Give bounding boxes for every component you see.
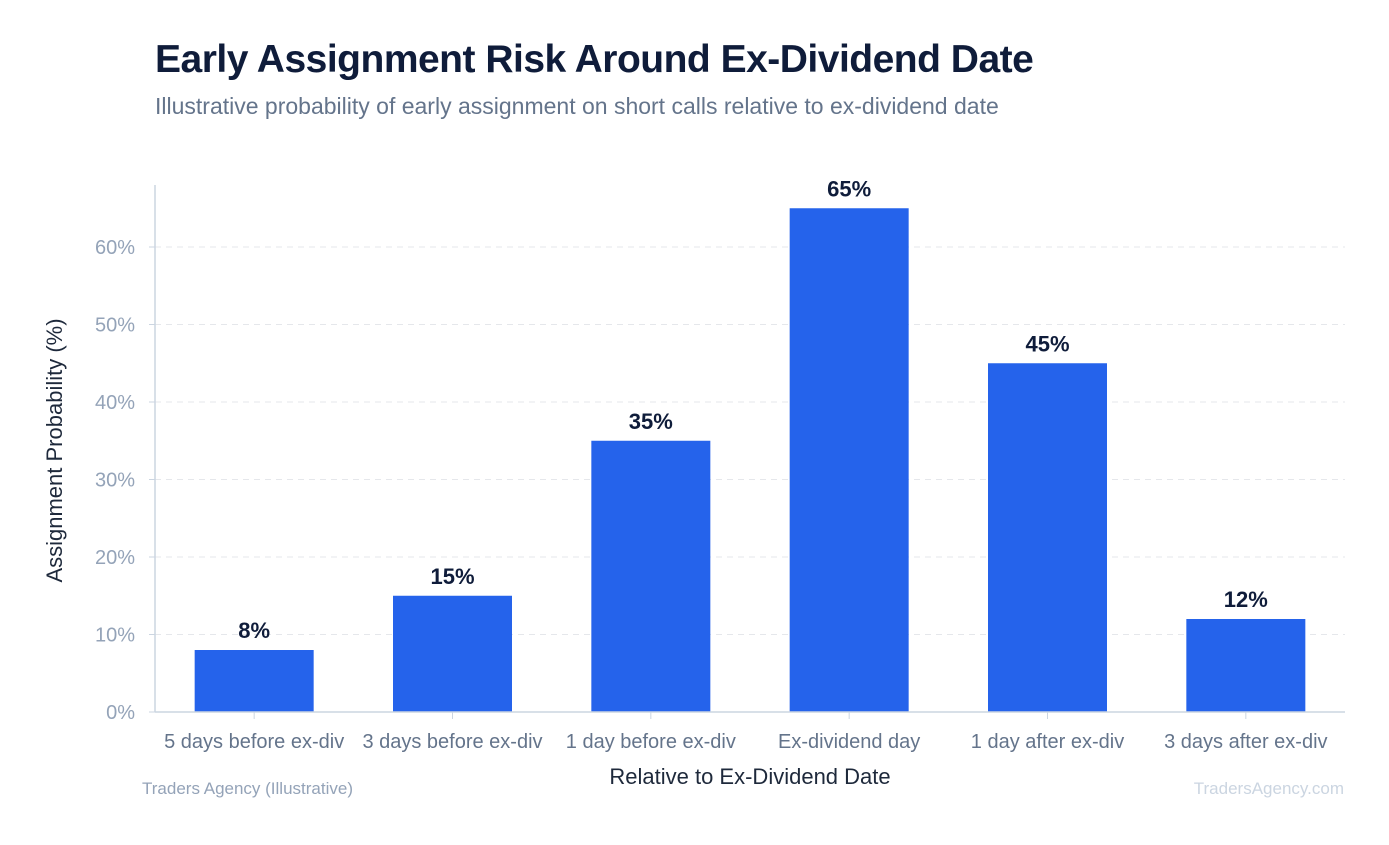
y-tick-label: 20%	[95, 547, 135, 569]
y-tick-label: 40%	[95, 392, 135, 414]
x-tick-label: 3 days before ex-div	[362, 731, 542, 753]
bar	[194, 650, 314, 712]
x-axis-title: Relative to Ex-Dividend Date	[609, 764, 890, 789]
x-tick-label: 1 day after ex-div	[971, 731, 1124, 753]
bar	[789, 208, 909, 712]
y-axis-title: Assignment Probability (%)	[42, 318, 67, 582]
x-axis-ticks: 5 days before ex-div 3 days before ex-div…	[164, 712, 1328, 753]
chart-title: Early Assignment Risk Around Ex-Dividend…	[155, 38, 1034, 81]
data-label: 8%	[238, 618, 270, 643]
data-labels: 8% 15% 35% 65% 45% 12%	[238, 176, 1268, 643]
brand-watermark: TradersAgency.com	[1193, 779, 1344, 798]
x-tick-label: 3 days after ex-div	[1164, 731, 1327, 753]
x-tick-label: Ex-dividend day	[778, 731, 920, 753]
y-tick-label: 10%	[95, 625, 135, 647]
data-label: 12%	[1224, 587, 1268, 612]
bar	[988, 363, 1107, 712]
y-tick-label: 30%	[95, 470, 135, 492]
x-tick-label: 1 day before ex-div	[566, 731, 736, 753]
y-tick-label: 60%	[95, 237, 135, 259]
bars	[194, 208, 1306, 712]
bar	[1186, 619, 1306, 712]
data-label: 45%	[1025, 331, 1069, 356]
y-axis-ticks: 0% 10% 20% 30% 40% 50% 60%	[95, 237, 155, 724]
bar	[393, 595, 512, 712]
y-tick-label: 0%	[106, 702, 135, 724]
chart-subtitle: Illustrative probability of early assign…	[155, 93, 999, 119]
y-tick-label: 50%	[95, 315, 135, 337]
grid-lines	[155, 246, 1345, 635]
data-label: 65%	[827, 176, 871, 201]
x-tick-label: 5 days before ex-div	[164, 731, 344, 753]
bar	[591, 440, 711, 712]
data-label: 15%	[430, 564, 474, 589]
data-label: 35%	[629, 409, 673, 434]
source-note: Traders Agency (Illustrative)	[142, 779, 353, 798]
